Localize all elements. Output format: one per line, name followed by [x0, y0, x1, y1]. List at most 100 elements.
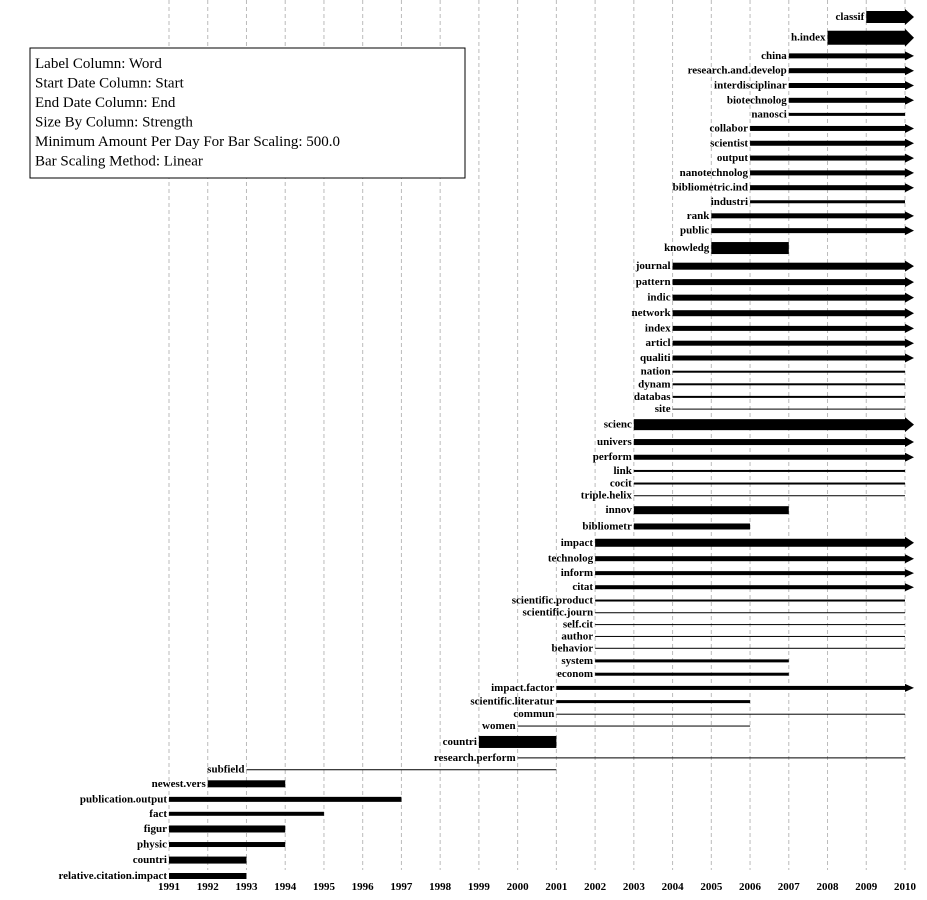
arrow-head — [905, 569, 914, 578]
bar — [595, 556, 905, 562]
bar — [672, 383, 905, 386]
bar — [711, 228, 905, 234]
bar-label: univers — [597, 436, 633, 448]
bar — [672, 262, 905, 270]
arrow-head — [905, 95, 914, 105]
bar-label: collabor — [710, 122, 749, 134]
bar — [750, 200, 905, 204]
bar-label: nation — [641, 366, 671, 378]
bar — [595, 635, 905, 637]
info-line: Label Column: Word — [35, 56, 162, 72]
bar-label: triple.helix — [581, 490, 633, 502]
bar — [169, 856, 247, 864]
bar-label: site — [655, 403, 671, 415]
bar — [750, 125, 905, 131]
arrow-head — [905, 277, 914, 288]
x-tick-label: 2010 — [894, 881, 917, 893]
bar — [169, 825, 286, 833]
bar — [633, 482, 905, 485]
bar — [750, 170, 905, 176]
bar — [595, 571, 905, 576]
bar — [711, 242, 789, 255]
bar-label: subfield — [207, 764, 244, 776]
arrow-head — [905, 51, 914, 61]
info-line: Minimum Amount Per Day For Bar Scaling: … — [35, 134, 340, 150]
bar-label: newest.vers — [152, 778, 207, 790]
bar — [169, 842, 286, 848]
bar-label: link — [613, 465, 632, 477]
x-tick-label: 1997 — [390, 881, 413, 893]
arrow-head — [905, 437, 914, 448]
bar — [672, 340, 905, 346]
arrow-head — [905, 80, 914, 90]
bar — [517, 757, 905, 759]
bar — [672, 310, 905, 317]
bar-label: commun — [513, 708, 554, 720]
bar-label: databas — [634, 391, 671, 403]
bar — [672, 370, 905, 373]
bar-label: women — [482, 720, 516, 732]
bar-label: cocit — [610, 478, 632, 490]
x-tick-label: 2005 — [700, 881, 723, 893]
bar — [246, 769, 557, 771]
bar — [595, 585, 905, 590]
bar-label: impact — [561, 537, 594, 549]
bar-label: econom — [557, 668, 593, 680]
info-line: End Date Column: End — [35, 95, 176, 111]
bar — [750, 185, 905, 191]
x-tick-label: 2008 — [817, 881, 840, 893]
bar — [556, 685, 905, 690]
arrow-head — [905, 28, 914, 47]
info-text: Label Column: Word Start Date Column: Sta… — [35, 56, 340, 170]
bar — [478, 735, 557, 748]
bar — [595, 672, 789, 676]
bar — [633, 419, 905, 431]
info-box — [29, 47, 466, 179]
bar-label: china — [761, 50, 787, 62]
bar-label: inform — [561, 567, 593, 579]
bar-label: qualiti — [640, 352, 671, 364]
arrow-head — [905, 536, 914, 549]
bar-label: relative.citation.impact — [58, 870, 167, 882]
arrow-head — [905, 323, 914, 333]
bar-label: indic — [647, 292, 670, 304]
bar-label: research.and.develop — [688, 65, 787, 77]
bar-label: rank — [687, 210, 711, 222]
bar-label: fact — [149, 808, 167, 820]
arrow-head — [905, 417, 914, 433]
bar-label: dynam — [638, 378, 670, 390]
bar — [866, 11, 905, 23]
bar-label: self.cit — [563, 619, 594, 631]
bar — [750, 140, 905, 146]
bar-label: perform — [593, 451, 632, 463]
bar-label: industri — [711, 196, 748, 208]
grid — [168, 0, 906, 870]
x-tick-label: 1996 — [352, 881, 375, 893]
bar — [633, 523, 751, 530]
bar — [633, 506, 789, 515]
bar-label: citat — [572, 581, 593, 593]
bar-label: nanosci — [751, 108, 786, 120]
bar — [633, 454, 905, 460]
bar — [595, 624, 905, 626]
bar-label: physic — [137, 839, 167, 851]
bar — [672, 279, 905, 286]
bar-label: knowledg — [664, 242, 710, 254]
info-line: Bar Scaling Method: Linear — [35, 154, 203, 170]
bar-label: scientist — [710, 137, 748, 149]
x-tick-label: 1991 — [158, 881, 180, 893]
x-tick-label: 2001 — [545, 881, 567, 893]
bar — [517, 725, 751, 727]
bar-label: journal — [635, 260, 671, 272]
bar-label: scientific.product — [512, 595, 594, 607]
arrow-head — [905, 226, 914, 236]
bar — [595, 538, 905, 547]
bar — [750, 155, 905, 161]
arrow-head — [905, 123, 914, 133]
arrow-head — [905, 353, 914, 363]
bar — [207, 780, 286, 788]
bar — [788, 112, 905, 116]
bar — [633, 439, 905, 446]
bar-label: research.perform — [434, 752, 516, 764]
bar-label: countri — [133, 854, 167, 866]
